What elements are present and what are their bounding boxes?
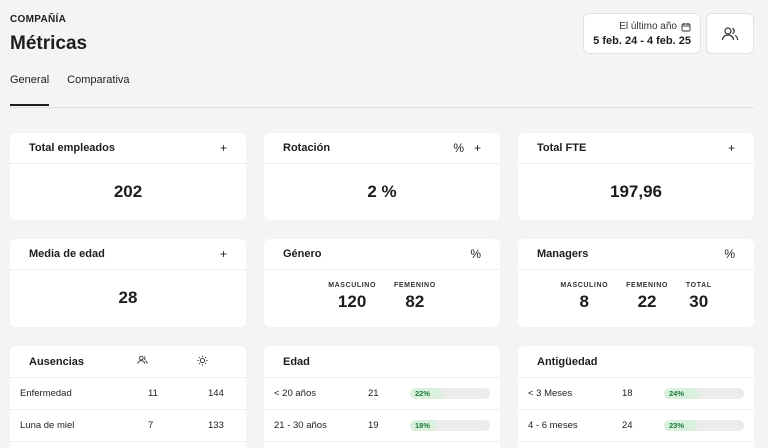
card-total-empleados: Total empleados + 202 [10, 133, 246, 220]
card-title: Total FTE [537, 142, 587, 154]
card-title: Media de edad [29, 248, 105, 260]
metric-value: 197,96 [610, 182, 662, 201]
page-title: Métricas [10, 33, 88, 54]
row-label: < 3 Meses [528, 388, 573, 399]
percent-icon[interactable]: % [470, 247, 481, 261]
date-filter-label: El último año [619, 21, 677, 32]
row-label: Luna de miel [20, 420, 75, 431]
row-count: 19 [368, 420, 379, 431]
table-row: < 20 años 21 22% [264, 378, 500, 410]
page-header: COMPAÑÍA Métricas [10, 14, 87, 55]
row-days: 133 [208, 420, 224, 431]
plus-icon[interactable]: + [219, 247, 227, 261]
split-label: MASCULINO [328, 282, 377, 289]
split-label: FEMENINO [626, 282, 668, 289]
split-value: 120 [337, 292, 367, 311]
card-media-edad: Media de edad + 28 [10, 239, 246, 327]
card-managers: Managers % MASCULINO 8 FEMENINO 22 TOTAL… [518, 239, 754, 327]
progress-label: 24% [669, 389, 685, 398]
split-label: MASCULINO [560, 282, 609, 289]
card-title: Género [283, 248, 322, 260]
date-range-button[interactable]: El último año 5 feb. 24 - 4 feb. 25 [583, 13, 701, 54]
split-label: FEMENINO [394, 282, 436, 289]
metric-value: 28 [118, 288, 138, 307]
split-label: TOTAL [685, 282, 712, 289]
progress-fill [664, 420, 698, 431]
tabs-divider [10, 107, 754, 108]
card-antiguedad: Antigüedad < 3 Meses 18 24% 4 - 6 meses … [518, 346, 754, 448]
row-count: 7 [148, 420, 154, 431]
metric-value: 202 [113, 182, 143, 201]
card-rotacion: Rotación % + 2 % [264, 133, 500, 220]
calendar-icon [681, 22, 691, 31]
table-row: Enfermedad 11 144 [10, 378, 246, 410]
card-ausencias: Ausencias Enfermedad 11 144 Luna de miel… [10, 346, 246, 448]
progress-fill [410, 388, 442, 399]
split-value: 82 [405, 292, 425, 311]
row-count: 21 [368, 388, 379, 399]
percent-icon[interactable]: % [453, 141, 464, 155]
row-label: 21 - 30 años [274, 420, 327, 431]
metric-value: 2 % [367, 182, 397, 201]
plus-icon[interactable]: + [473, 141, 481, 155]
table-row: 4 - 6 meses 24 23% [518, 410, 754, 442]
table-row: < 3 Meses 18 24% [518, 378, 754, 410]
sun-icon [197, 354, 208, 369]
company-kicker: COMPAÑÍA [10, 14, 67, 25]
percent-icon[interactable]: % [724, 247, 735, 261]
progress-label: 18% [415, 421, 431, 430]
progress-bar: 18% [410, 420, 490, 431]
users-button[interactable] [706, 13, 754, 54]
card-genero: Género % MASCULINO 120 FEMENINO 82 [264, 239, 500, 327]
table-row: Luna de miel 7 133 [10, 410, 246, 442]
card-title: Total empleados [29, 142, 115, 154]
progress-label: 22% [415, 389, 431, 398]
progress-bar: 22% [410, 388, 490, 399]
row-count: 24 [622, 420, 633, 431]
users-icon [721, 26, 739, 40]
card-edad: Edad < 20 años 21 22% 21 - 30 años 19 18… [264, 346, 500, 448]
row-days: 144 [208, 388, 224, 399]
table-row: 21 - 30 años 19 18% [264, 410, 500, 442]
tab-general[interactable]: General [10, 74, 50, 106]
row-label: 4 - 6 meses [528, 420, 578, 431]
progress-fill [664, 388, 699, 399]
row-count: 11 [148, 388, 158, 399]
row-count: 18 [622, 388, 633, 399]
progress-label: 23% [669, 421, 685, 430]
card-title: Rotación [283, 142, 331, 154]
plus-icon[interactable]: + [727, 141, 735, 155]
progress-bar: 24% [664, 388, 744, 399]
progress-fill [410, 420, 436, 431]
card-total-fte: Total FTE + 197,96 [518, 133, 754, 220]
split-value: 30 [689, 292, 709, 311]
row-label: < 20 años [274, 388, 316, 399]
users-icon [137, 355, 197, 368]
date-range-text: 5 feb. 24 - 4 feb. 25 [593, 35, 691, 47]
tabs: General Comparativa [10, 74, 130, 106]
card-title: Managers [537, 248, 589, 260]
plus-icon[interactable]: + [219, 141, 227, 155]
progress-bar: 23% [664, 420, 744, 431]
card-title: Ausencias [29, 355, 85, 368]
row-label: Enfermedad [20, 388, 72, 399]
card-title: Antigüedad [537, 355, 598, 368]
split-value: 22 [637, 292, 657, 311]
card-title: Edad [283, 355, 310, 368]
tab-comparativa[interactable]: Comparativa [67, 74, 130, 86]
split-value: 8 [579, 292, 589, 311]
